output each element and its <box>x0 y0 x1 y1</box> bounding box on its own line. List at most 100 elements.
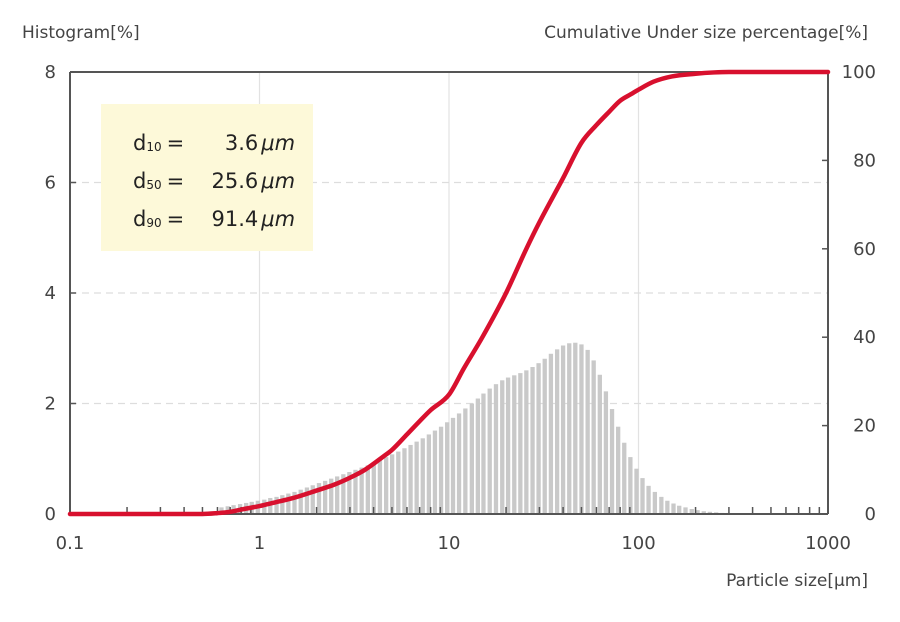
histogram-bar <box>560 345 566 514</box>
histogram-bar <box>530 367 535 514</box>
x-tick-label: 1000 <box>805 533 851 554</box>
x-axis-ticks: 0.1 1 10 100 1000 <box>56 533 851 554</box>
left-axis-title: Histogram[%] <box>22 23 140 43</box>
histogram-bar <box>286 493 291 514</box>
histogram-bar <box>695 510 700 514</box>
x-tick-label: 100 <box>621 533 655 554</box>
histogram-bar <box>665 500 670 514</box>
right-tick-label: 100 <box>842 62 876 83</box>
histogram-bar <box>310 485 315 514</box>
d90-unit: μm <box>261 207 296 231</box>
histogram-bar <box>505 377 511 514</box>
histogram-bar <box>341 474 346 514</box>
x-tick-label: 1 <box>254 533 265 554</box>
histogram-bar <box>536 363 541 514</box>
histogram-bar <box>573 342 578 514</box>
histogram-bar <box>365 465 370 514</box>
histogram-bar <box>292 491 297 514</box>
histogram-bar <box>316 483 322 514</box>
d90-value: 91.4 <box>211 207 259 231</box>
histogram-bar <box>512 375 517 514</box>
d50-unit: μm <box>261 169 296 193</box>
right-tick-label: 60 <box>853 239 876 260</box>
histogram-bar <box>414 441 419 514</box>
d10-unit: μm <box>261 131 296 155</box>
histogram-bar <box>456 413 462 514</box>
histogram-bar <box>597 374 602 514</box>
histogram-bar <box>500 380 505 514</box>
histogram-bar <box>677 505 682 514</box>
histogram-bar <box>274 496 279 514</box>
d10-value: 3.6 <box>224 131 259 155</box>
histogram-bar <box>603 391 609 514</box>
histogram-bar <box>469 403 474 514</box>
histogram-bar <box>616 426 621 514</box>
histogram-bar <box>432 430 438 514</box>
left-tick-label: 2 <box>45 394 56 415</box>
x-axis-title: Particle size[μm] <box>726 571 868 591</box>
histogram-bar <box>475 398 481 514</box>
histogram-bar <box>445 422 450 514</box>
histogram-bar <box>628 457 633 514</box>
histogram-bar <box>659 496 664 514</box>
histogram-bar <box>683 507 688 514</box>
right-tick-label: 40 <box>853 327 876 348</box>
histogram-bar <box>652 491 658 514</box>
histogram-bar <box>646 485 651 514</box>
histogram-bar <box>554 349 560 514</box>
d50-annotation: d50 = 25.6 μm <box>133 162 313 200</box>
histogram-bar <box>622 442 627 514</box>
histogram-bar <box>298 489 303 514</box>
histogram-bar <box>524 370 529 514</box>
histogram-bar <box>567 343 572 514</box>
histogram-bar <box>280 495 285 514</box>
histogram-bar <box>389 454 395 514</box>
histogram-bar <box>347 472 352 514</box>
histogram-bar <box>426 434 432 514</box>
histogram-bar <box>408 444 413 514</box>
histogram-bar <box>329 478 334 514</box>
histogram-bar <box>463 408 468 514</box>
d10-annotation: d10 = 3.6 μm <box>133 124 313 162</box>
left-axis-ticks: 0 2 4 6 8 <box>45 62 76 525</box>
histogram-bar <box>396 451 401 514</box>
d-values-annotation: d10 = 3.6 μm d50 = 25.6 μm d90 = 91.4 μm <box>101 104 313 251</box>
cumulative-line <box>67 69 831 517</box>
histogram-bar <box>268 497 273 514</box>
left-tick-label: 4 <box>45 283 56 304</box>
histogram-bar <box>359 467 364 514</box>
histogram-bar <box>322 480 328 514</box>
histogram-bar <box>689 509 694 514</box>
histogram-bar <box>384 457 389 514</box>
histogram-bar <box>438 426 444 514</box>
histogram-bar <box>671 503 676 514</box>
histogram-bar <box>335 476 340 514</box>
x-tick-label: 0.1 <box>56 533 85 554</box>
histogram-bar <box>420 438 425 514</box>
histogram-bar <box>487 388 492 514</box>
histogram-bar <box>591 360 596 514</box>
histogram-bar <box>353 469 358 514</box>
d90-annotation: d90 = 91.4 μm <box>133 200 313 238</box>
histogram-bar <box>548 353 554 514</box>
histogram-bar <box>701 511 706 514</box>
left-tick-label: 8 <box>45 62 56 83</box>
left-tick-label: 0 <box>45 504 56 525</box>
histogram-bar <box>371 462 376 514</box>
right-tick-label: 20 <box>853 416 876 437</box>
histogram-bar <box>493 384 499 514</box>
histogram-bar <box>579 344 584 514</box>
histogram-bar <box>304 487 310 514</box>
histogram-bar <box>450 417 456 514</box>
histogram-bar <box>377 459 383 514</box>
right-axis-ticks: 0 20 40 60 80 100 <box>822 62 876 525</box>
right-tick-label: 80 <box>853 150 876 171</box>
histogram-bar <box>585 349 590 514</box>
histogram-bar <box>518 373 523 514</box>
histogram-bar <box>481 393 486 514</box>
histogram-bar <box>634 468 639 514</box>
histogram-bar <box>707 511 713 514</box>
left-tick-label: 6 <box>45 173 56 194</box>
histogram-bar <box>402 448 407 514</box>
